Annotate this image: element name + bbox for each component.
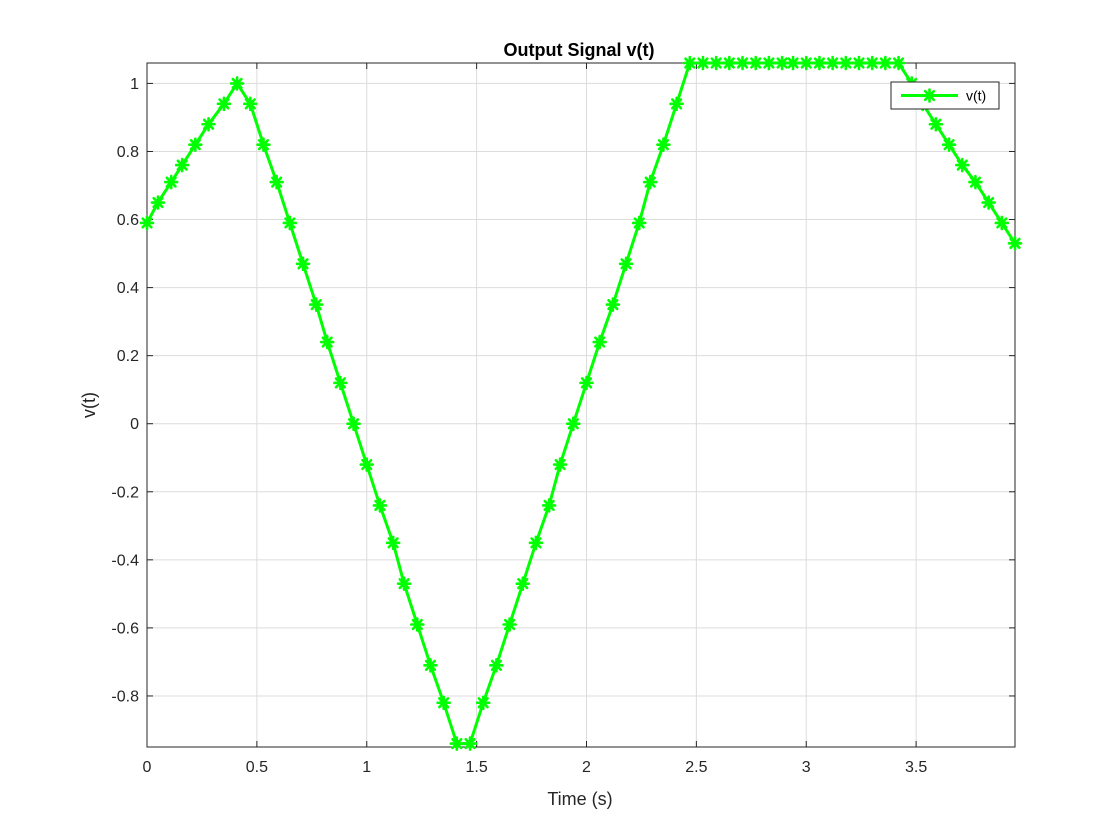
data-point <box>968 174 983 190</box>
data-point <box>761 55 777 71</box>
data-point <box>139 215 155 231</box>
data-point <box>922 88 937 103</box>
data-point <box>812 55 827 71</box>
data-point <box>552 457 568 472</box>
grid <box>146 63 1015 747</box>
data-point <box>838 55 854 71</box>
legend-entry-label: v(t) <box>966 88 986 104</box>
data-point <box>295 256 311 272</box>
data-point <box>229 76 245 91</box>
data-point <box>785 55 801 71</box>
ticks: 0 0.5 1 1.5 2 2.5 3 3.5 -0.8 -0.6 -0.4 -0.2 0 0.2 0.4 0… <box>111 63 1015 776</box>
x-axis-label: Time (s) <box>547 789 612 809</box>
data-point <box>174 157 190 173</box>
data-point <box>150 195 166 210</box>
data-point <box>242 96 258 112</box>
y-tick-label: 1 <box>130 76 139 93</box>
data-point <box>631 215 647 231</box>
data-point <box>396 576 412 591</box>
legend[interactable]: v(t) <box>890 81 1000 110</box>
x-tick-label: 3.5 <box>905 759 927 776</box>
data-point <box>269 174 284 190</box>
data-point <box>489 658 504 673</box>
data-point <box>502 617 517 632</box>
data-point <box>954 157 970 173</box>
data-point <box>436 695 451 711</box>
data-point <box>163 174 179 190</box>
data-point <box>372 498 388 513</box>
data-point <box>1007 236 1023 251</box>
data-point <box>462 736 478 751</box>
x-tick-label: 2 <box>582 759 591 776</box>
data-point <box>864 55 880 71</box>
x-tick-label: 3 <box>802 759 811 776</box>
data-point <box>256 137 271 152</box>
data-point <box>566 416 581 432</box>
y-tick-label: -0.8 <box>111 688 139 705</box>
data-point <box>605 297 621 312</box>
series-layer <box>139 55 1023 751</box>
y-axis-label: v(t) <box>79 392 99 418</box>
x-tick-label: 0.5 <box>246 759 268 776</box>
data-point <box>735 55 750 71</box>
y-tick-label: 0.6 <box>117 212 139 229</box>
data-point <box>618 256 634 272</box>
data-point <box>708 55 724 71</box>
data-point <box>528 535 544 551</box>
data-point <box>592 334 607 350</box>
data-point <box>748 55 763 71</box>
y-tick-label: 0 <box>130 416 139 433</box>
y-tick-label: 0.2 <box>117 348 139 365</box>
data-point <box>333 375 348 391</box>
data-point <box>475 695 491 711</box>
legend-marker <box>922 88 937 103</box>
x-tick-label: 2.5 <box>685 759 707 776</box>
data-point <box>216 96 232 112</box>
axes-frame <box>146 62 1016 748</box>
data-point <box>308 297 324 312</box>
x-tick-label: 1.5 <box>465 759 487 776</box>
data-point <box>515 576 531 591</box>
data-point <box>423 658 438 673</box>
data-point <box>642 174 658 190</box>
data-point <box>409 617 425 632</box>
y-tick-label: -0.2 <box>111 484 139 501</box>
data-point <box>851 55 867 71</box>
data-point <box>359 457 375 472</box>
data-point <box>282 215 298 231</box>
data-point <box>579 375 594 391</box>
data-point <box>891 55 906 71</box>
chart-title: Output Signal v(t) <box>504 40 655 60</box>
data-point <box>825 55 840 71</box>
data-point <box>981 195 996 210</box>
y-tick-label: -0.6 <box>111 620 139 637</box>
data-point <box>878 55 893 71</box>
data-point <box>656 137 671 152</box>
data-point <box>346 416 361 432</box>
data-point <box>774 55 790 71</box>
data-point <box>319 334 335 350</box>
data-point <box>798 55 814 71</box>
series-line <box>145 61 1017 746</box>
data-point <box>201 116 216 132</box>
x-tick-label: 0 <box>143 759 152 776</box>
data-point <box>722 55 737 71</box>
data-point <box>682 55 698 71</box>
y-tick-label: 0.8 <box>117 144 139 161</box>
data-point <box>695 55 711 71</box>
data-point <box>941 137 957 152</box>
data-point <box>994 215 1010 231</box>
x-tick-label: 1 <box>362 759 371 776</box>
data-point <box>541 498 557 513</box>
y-tick-label: -0.4 <box>111 552 139 569</box>
data-point <box>669 96 684 112</box>
data-point <box>449 736 465 751</box>
y-tick-label: 0.4 <box>117 280 139 297</box>
data-point <box>188 137 203 152</box>
data-point <box>385 535 401 551</box>
data-point <box>928 116 944 132</box>
